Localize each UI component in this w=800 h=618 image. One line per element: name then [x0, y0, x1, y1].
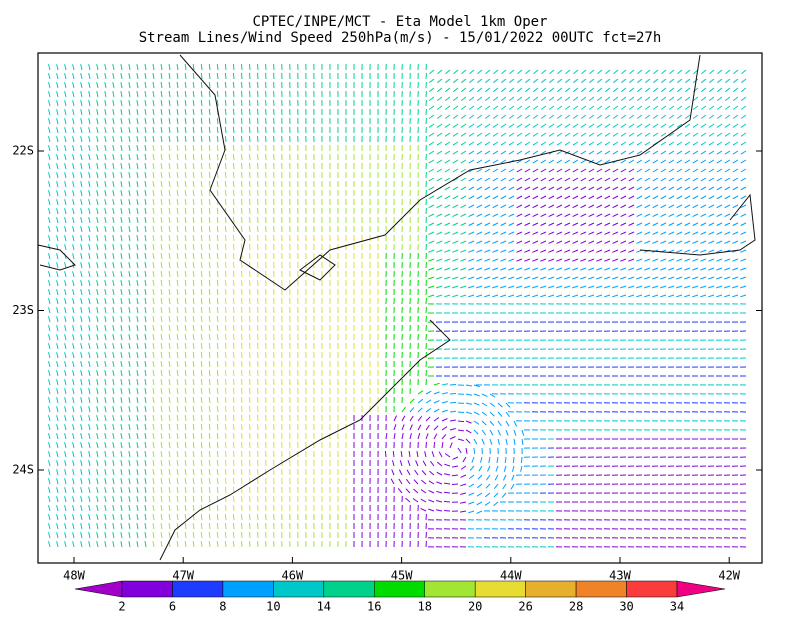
x-tick-label: 43W [609, 569, 631, 583]
colorbar-label: 8 [219, 600, 226, 614]
y-tick-label: 24S [12, 463, 34, 477]
colorbar-segment [424, 580, 476, 598]
colorbar-label: 20 [468, 600, 482, 614]
colorbar-segment [273, 580, 325, 598]
colorbar-segment [525, 580, 577, 598]
x-tick-label: 44W [500, 569, 522, 583]
map-frame [37, 52, 763, 564]
streamlines [48, 63, 747, 548]
colorbar-segment [121, 580, 173, 598]
axes: 48W 47W 46W 45W 44W 43W 42W 22S 23S 24S [12, 144, 762, 583]
colorbar-segment [575, 580, 627, 598]
colorbar-segment [172, 580, 224, 598]
colorbar-arrow [74, 580, 123, 598]
colorbar-arrow [676, 580, 726, 598]
colorbar-label: 14 [317, 600, 331, 614]
colorbar-label: 6 [169, 600, 176, 614]
colorbar-segment [323, 580, 375, 598]
streamlines [385, 252, 440, 413]
colorbar-segment [374, 580, 425, 598]
colorbar-label: 16 [367, 600, 381, 614]
colorbar-label: 26 [518, 600, 532, 614]
x-tick-label: 45W [391, 569, 413, 583]
y-tick-label: 23S [12, 303, 34, 317]
x-tick-label: 46W [282, 569, 304, 583]
colorbar-label: 18 [418, 600, 432, 614]
colorbar-segment [222, 580, 274, 598]
colorbar-label: 10 [266, 600, 280, 614]
streamlines [409, 150, 747, 539]
colorbar-label: 2 [118, 600, 125, 614]
streamlines [353, 168, 747, 548]
title-line: Stream Lines/Wind Speed 250hPa(m/s) - 15… [139, 30, 662, 46]
streamlines [435, 321, 747, 539]
coastline [37, 54, 756, 561]
colorbar-label: 34 [670, 600, 684, 614]
y-tick-label: 22S [12, 144, 34, 158]
x-tick-label: 47W [172, 569, 194, 583]
colorbar-label: 30 [619, 600, 633, 614]
streamlines [224, 234, 379, 512]
colorbar-segment [626, 580, 678, 598]
x-tick-label: 48W [63, 569, 85, 583]
streamline-field [48, 63, 747, 548]
colorbar-segment [474, 580, 526, 598]
colorbar-label: 28 [569, 600, 583, 614]
x-tick-label: 42W [718, 569, 740, 583]
streamlines [152, 144, 419, 548]
title-line: CPTEC/INPE/MCT - Eta Model 1km Oper [252, 14, 547, 30]
streamlines [96, 63, 467, 548]
colorbar: 2 6 8 10 14 16 18 20 26 28 30 34 [74, 580, 726, 614]
